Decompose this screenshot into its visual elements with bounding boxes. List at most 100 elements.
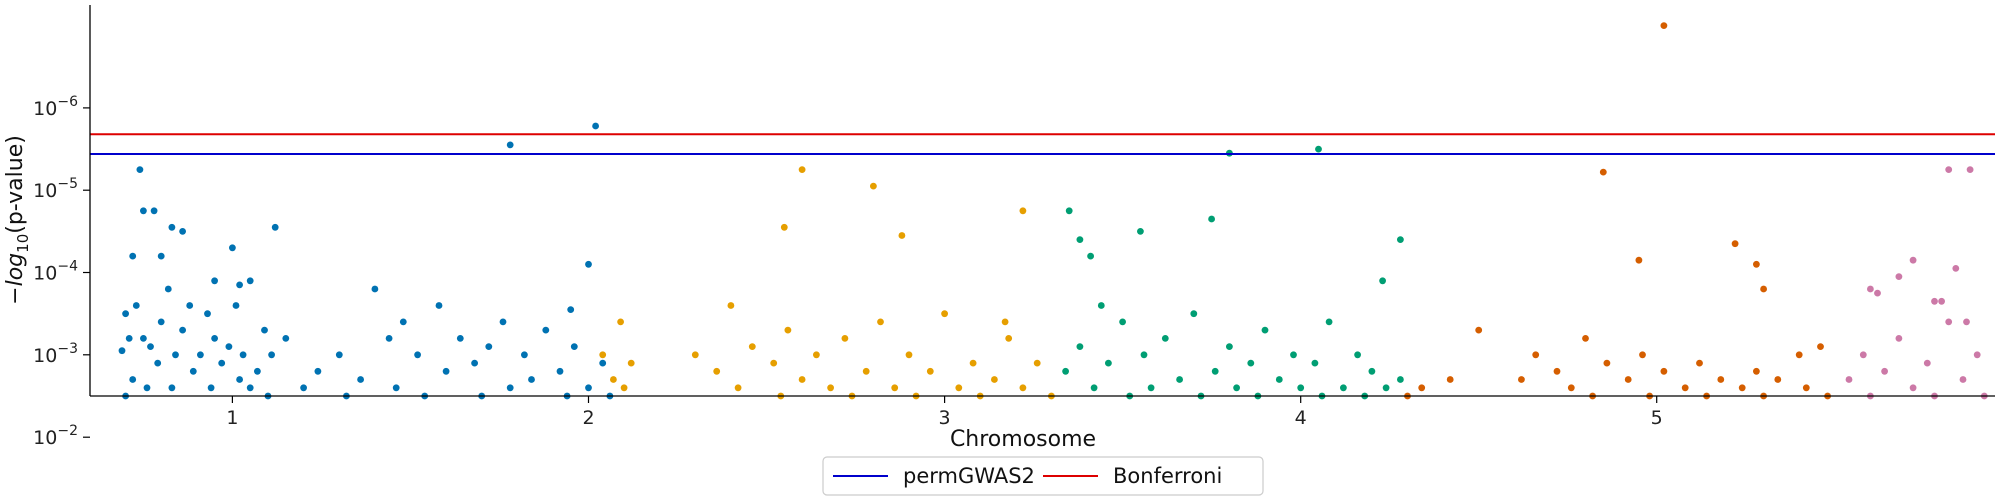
data-point xyxy=(1105,359,1112,367)
data-point xyxy=(592,122,599,130)
data-point xyxy=(1076,236,1084,244)
data-point xyxy=(1753,260,1760,268)
data-point xyxy=(172,351,179,359)
data-point xyxy=(1624,376,1632,383)
data-point xyxy=(1582,335,1589,342)
data-point xyxy=(1076,343,1084,350)
data-point xyxy=(1923,359,1931,367)
data-point xyxy=(1397,236,1404,244)
data-point xyxy=(1001,318,1009,326)
data-point xyxy=(1753,367,1760,375)
y-ticks: 10−2 10−3 10−4 10−5 10−6 xyxy=(33,94,90,449)
data-point xyxy=(132,302,140,309)
data-point xyxy=(140,207,147,215)
data-point xyxy=(1147,384,1155,392)
data-point xyxy=(168,223,176,231)
data-point xyxy=(168,384,176,392)
data-point xyxy=(1340,384,1347,392)
data-point xyxy=(1382,384,1390,392)
data-point xyxy=(1952,265,1960,272)
data-point xyxy=(314,367,322,375)
data-point xyxy=(236,281,244,289)
data-point xyxy=(140,335,147,342)
data-point xyxy=(1005,335,1013,342)
data-point xyxy=(1795,351,1803,359)
data-point xyxy=(585,260,592,268)
data-point xyxy=(1963,318,1970,326)
data-point xyxy=(926,367,934,375)
data-point xyxy=(204,310,211,318)
data-point xyxy=(1553,367,1561,375)
x-tick-label: 2 xyxy=(582,407,594,429)
data-point xyxy=(870,182,877,190)
data-point xyxy=(218,359,226,367)
data-point xyxy=(1859,351,1867,359)
data-point xyxy=(1909,384,1917,392)
data-point xyxy=(528,376,535,383)
data-point xyxy=(1639,351,1646,359)
data-point xyxy=(627,359,635,367)
data-point xyxy=(471,359,478,367)
y-axis-title-suffix: (p-value) xyxy=(3,135,28,234)
data-point xyxy=(189,367,197,375)
threshold-lines xyxy=(90,133,1995,155)
data-point xyxy=(1137,228,1144,235)
data-point xyxy=(1290,351,1297,359)
data-point xyxy=(300,384,307,392)
data-point xyxy=(1190,310,1198,318)
data-point xyxy=(798,166,806,174)
data-point xyxy=(129,252,137,260)
data-point xyxy=(1211,367,1219,375)
data-point xyxy=(147,343,154,350)
data-point xyxy=(157,252,165,260)
axes xyxy=(89,5,1995,397)
data-point xyxy=(1603,359,1611,367)
data-point xyxy=(713,367,721,375)
data-point xyxy=(414,351,421,359)
x-axis-title: Chromosome xyxy=(950,427,1096,452)
data-point xyxy=(955,384,963,392)
data-point xyxy=(784,326,792,334)
y-tick-label: 10−4 xyxy=(33,259,78,285)
y-tick-label: 10−2 xyxy=(33,423,78,449)
data-point xyxy=(567,306,575,313)
data-point xyxy=(118,347,126,355)
data-point xyxy=(813,351,820,359)
data-point xyxy=(1945,166,1953,174)
data-point xyxy=(1959,376,1967,383)
data-point xyxy=(1599,168,1607,176)
data-point xyxy=(246,277,254,285)
data-point xyxy=(211,335,219,342)
data-point xyxy=(898,232,906,239)
data-point xyxy=(1275,376,1283,383)
data-point xyxy=(499,318,507,326)
data-point xyxy=(691,351,699,359)
legend-label: permGWAS2 xyxy=(903,464,1035,488)
data-point xyxy=(1325,318,1333,326)
data-point xyxy=(1226,343,1233,350)
data-point xyxy=(748,343,756,350)
data-point xyxy=(506,384,514,392)
x-tick-label: 4 xyxy=(1295,407,1307,429)
data-point xyxy=(1895,335,1903,342)
data-point xyxy=(734,384,742,392)
x-tick-label: 3 xyxy=(939,407,951,429)
y-tick-label: 10−6 xyxy=(33,94,78,120)
data-point xyxy=(1446,376,1454,383)
data-point xyxy=(570,343,578,350)
data-point xyxy=(599,359,607,367)
data-point xyxy=(236,376,244,383)
data-point xyxy=(862,367,870,375)
data-point xyxy=(442,367,450,375)
data-point xyxy=(905,351,913,359)
data-point xyxy=(143,384,151,392)
y-axis-title-prefix: −log xyxy=(3,253,28,305)
data-point xyxy=(150,207,158,215)
data-point xyxy=(1774,376,1782,383)
data-point xyxy=(770,359,778,367)
data-point xyxy=(122,310,129,318)
data-point xyxy=(1945,318,1953,326)
data-point xyxy=(1033,359,1041,367)
data-point xyxy=(941,310,948,318)
